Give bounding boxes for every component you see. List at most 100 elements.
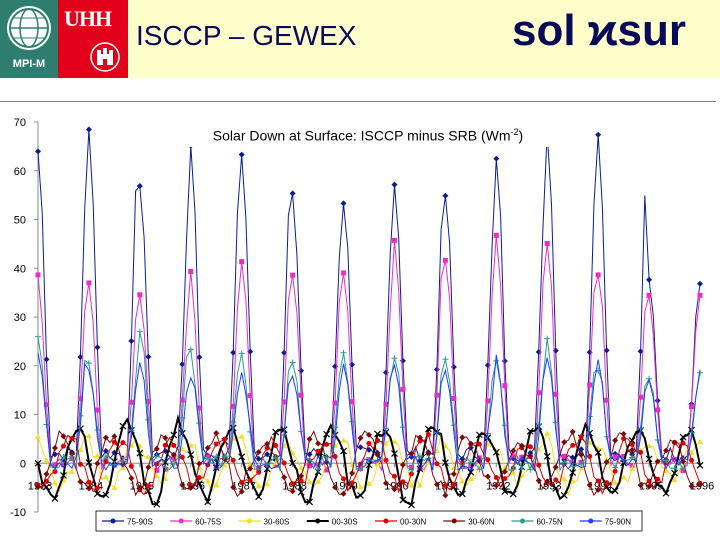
series-point-60-75S <box>442 257 448 263</box>
series-point-00-30N <box>680 440 686 446</box>
series-point-30-60N <box>213 430 220 437</box>
series-point-30-60N <box>637 482 644 489</box>
series-point-60-75N <box>94 426 101 433</box>
series-point-30-60N <box>35 483 41 490</box>
series-point-30-60S <box>221 462 228 468</box>
y-tick-label: 30 <box>14 312 26 324</box>
brand-wordmark: sol ϰsur <box>512 6 687 55</box>
series-point-60-75N <box>332 424 339 431</box>
series-point-00-30N <box>358 461 364 467</box>
series-point-60-75S <box>179 397 185 403</box>
y-tick-label: 70 <box>14 117 26 129</box>
series-point-60-75N <box>663 457 670 464</box>
series-point-60-75N <box>247 428 254 435</box>
series-point-60-75S <box>247 393 253 399</box>
series-point-30-60N <box>374 451 381 458</box>
series-point-30-60S <box>467 476 474 482</box>
series-point-30-60N <box>170 451 177 458</box>
series-point-30-60N <box>153 445 160 452</box>
series-point-00-30N <box>536 462 542 468</box>
series-point-30-60N <box>697 481 703 488</box>
legend-label-30-60N: 30-60N <box>468 518 494 527</box>
series-point-00-30S <box>204 498 212 506</box>
series-point-60-75N <box>527 466 534 473</box>
series-point-60-75S <box>239 259 245 265</box>
legend-marker-75-90S <box>110 518 116 524</box>
series-point-30-60N <box>196 460 203 467</box>
series-point-00-30N <box>417 438 423 444</box>
x-tick-label: 1996 <box>690 480 714 492</box>
series-point-60-75N <box>450 422 457 429</box>
series-point-30-60N <box>51 445 58 452</box>
series-point-30-60S <box>697 439 703 445</box>
series-point-00-30S <box>289 459 297 467</box>
series-point-30-60N <box>544 478 551 485</box>
legend-label-00-30N: 00-30N <box>400 518 426 527</box>
series-point-30-60N <box>663 447 670 454</box>
x-tick-label: 1987 <box>231 480 255 492</box>
series-point-30-60N <box>315 440 322 447</box>
uhh-logo-label: UHH <box>64 6 112 31</box>
series-point-30-60N <box>85 485 92 492</box>
series-point-00-30N <box>52 468 58 474</box>
legend-marker-30-60S <box>247 518 252 524</box>
series-point-30-60N <box>281 474 288 481</box>
series-point-60-75S <box>43 402 49 408</box>
series-point-60-75S <box>468 463 474 469</box>
legend-label-60-75S: 60-75S <box>195 518 221 527</box>
page-title: ISCCP – GEWEX <box>136 20 357 51</box>
series-point-60-75S <box>493 232 499 238</box>
chart-title-end: ) <box>518 127 524 144</box>
y-tick-label: -10 <box>10 507 26 519</box>
series-point-60-75S <box>298 392 304 398</box>
series-point-00-30S <box>51 495 59 502</box>
series-point-60-75N <box>221 453 228 460</box>
series-point-00-30S <box>552 484 560 492</box>
series-point-00-30N <box>604 480 610 486</box>
series-point-00-30S <box>391 450 398 457</box>
series-point-00-30N <box>434 461 440 467</box>
series-point-60-75S <box>604 397 610 403</box>
legend-marker-60-75S <box>178 518 184 524</box>
series-point-30-60S <box>569 478 576 484</box>
series-point-00-30N <box>476 441 482 447</box>
series-point-30-60N <box>416 434 423 441</box>
series-point-60-75N <box>323 453 330 460</box>
series-point-00-30S <box>93 490 101 498</box>
series-point-30-60N <box>518 442 525 449</box>
series-point-60-75S <box>341 270 347 276</box>
series-point-60-75N <box>35 333 41 340</box>
series-point-30-60N <box>179 481 186 488</box>
series-point-00-30N <box>638 449 644 455</box>
series-point-00-30N <box>527 444 533 450</box>
series-point-60-75S <box>230 403 236 409</box>
series-point-00-30S <box>374 430 381 438</box>
series-point-00-30S <box>611 487 619 495</box>
series-point-00-30N <box>60 443 66 449</box>
series-point-30-60N <box>162 434 169 441</box>
series-point-60-75S <box>35 272 41 278</box>
series-point-00-30N <box>689 457 695 463</box>
series-point-60-75N <box>230 419 237 426</box>
series-point-00-30N <box>383 457 389 463</box>
series-point-75-90S <box>357 444 364 451</box>
chart-title-sup: -2 <box>510 127 519 137</box>
series-point-75-90S <box>637 348 644 355</box>
series-point-00-30N <box>128 463 134 469</box>
series-point-00-30S <box>272 428 280 436</box>
series-point-60-75N <box>357 465 364 472</box>
series-point-00-30N <box>595 478 601 484</box>
series-point-75-90S <box>578 446 585 453</box>
series-point-00-30N <box>94 485 100 491</box>
series-point-60-75S <box>94 407 100 413</box>
series-point-30-60N <box>408 450 415 457</box>
series-point-30-60S <box>264 481 271 487</box>
series-point-60-75N <box>416 453 423 460</box>
series-point-30-60S <box>382 440 389 446</box>
series-point-60-75S <box>52 462 58 468</box>
series-point-00-30N <box>86 479 92 485</box>
series-point-00-30S <box>255 493 263 501</box>
series-point-60-75S <box>128 399 134 405</box>
series-point-30-60S <box>620 474 627 480</box>
series-point-60-75S <box>485 398 491 404</box>
